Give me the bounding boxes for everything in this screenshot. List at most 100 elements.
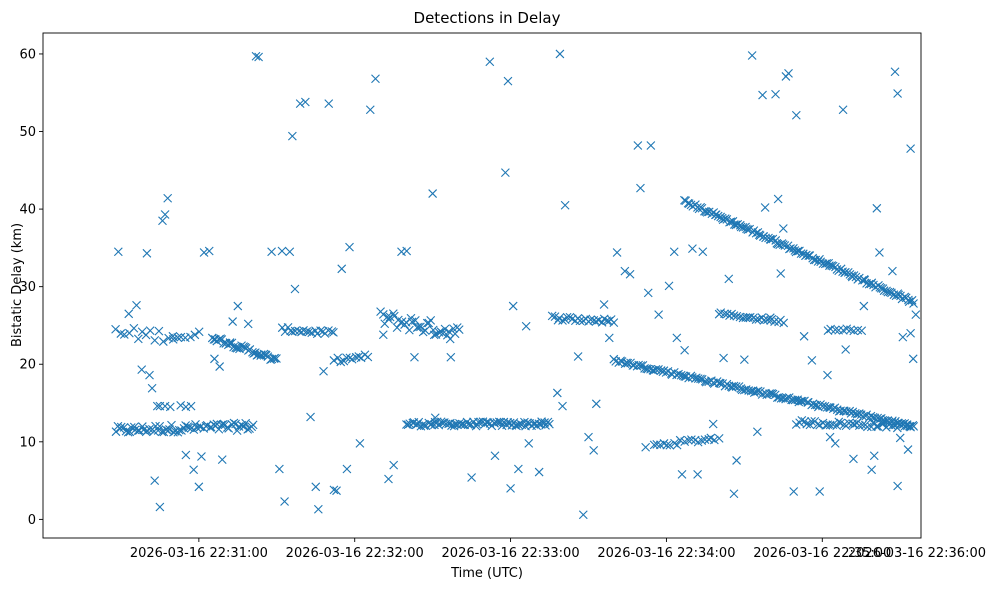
detection-marker <box>672 333 682 343</box>
detection-marker <box>189 465 199 475</box>
detection-marker <box>540 418 549 427</box>
detection-marker <box>267 247 276 257</box>
detection-marker <box>167 420 176 430</box>
detection-marker <box>575 316 585 326</box>
x-tick-label: 2026-03-16 22:35:00 <box>753 546 891 561</box>
detection-marker <box>589 445 599 455</box>
detection-marker <box>123 427 133 437</box>
detection-marker <box>184 423 194 433</box>
detection-marker <box>669 247 679 257</box>
detection-marker <box>813 419 823 429</box>
detection-marker <box>776 269 786 278</box>
detection-marker <box>410 352 419 362</box>
detection-marker <box>578 510 588 520</box>
detection-marker <box>463 420 473 429</box>
detection-marker <box>492 418 502 427</box>
detection-marker <box>163 193 173 203</box>
detection-marker <box>659 439 669 448</box>
detection-marker <box>521 321 531 331</box>
detection-marker <box>888 266 897 276</box>
detection-marker <box>604 316 614 326</box>
x-tick-label: 2026-03-16 22:32:00 <box>286 546 424 561</box>
detection-marker <box>165 425 174 434</box>
detection-marker <box>755 231 765 241</box>
detection-marker <box>113 247 123 257</box>
detection-marker <box>384 474 393 484</box>
detection-marker <box>324 99 334 108</box>
detection-marker <box>365 105 375 115</box>
detection-marker <box>811 255 821 265</box>
detection-marker <box>332 486 341 496</box>
detection-marker <box>383 312 392 322</box>
x-tick-label: 2026-03-16 22:31:00 <box>130 546 268 561</box>
detection-marker <box>241 418 251 428</box>
detection-marker <box>329 356 339 365</box>
detection-marker <box>152 401 162 411</box>
detection-marker <box>849 420 859 429</box>
detection-marker <box>272 354 281 363</box>
detection-marker <box>872 203 882 213</box>
detection-marker <box>664 281 674 291</box>
detection-marker <box>197 452 206 461</box>
detection-marker <box>893 89 903 98</box>
detection-marker <box>438 329 448 338</box>
detection-marker <box>725 217 734 227</box>
detection-marker <box>780 241 790 250</box>
detection-marker <box>759 316 769 325</box>
y-tick-label: 30 <box>19 280 36 295</box>
detection-marker <box>490 451 500 461</box>
detection-marker <box>429 330 439 340</box>
detection-marker <box>732 456 741 465</box>
detection-marker <box>830 325 840 335</box>
detection-marker <box>277 246 287 256</box>
detection-marker <box>862 422 872 432</box>
detection-marker <box>807 355 817 365</box>
detection-marker <box>747 51 757 60</box>
detection-marker <box>744 386 754 395</box>
detection-marker <box>867 465 877 475</box>
detection-marker <box>686 435 696 445</box>
detection-marker <box>633 141 643 150</box>
detection-marker <box>444 327 454 336</box>
detection-marker <box>888 416 897 426</box>
detection-marker <box>158 216 167 226</box>
detection-marker <box>414 417 424 427</box>
detection-marker <box>534 467 544 477</box>
detection-marker <box>765 313 775 323</box>
detection-marker <box>168 335 178 344</box>
detection-marker <box>199 248 209 257</box>
detection-marker <box>591 399 601 409</box>
detection-marker <box>440 324 450 334</box>
detection-marker <box>890 67 900 77</box>
detection-marker <box>337 264 347 274</box>
detection-marker <box>116 329 126 338</box>
detection-marker <box>786 244 795 253</box>
detection-marker <box>714 433 724 443</box>
detection-marker <box>880 416 889 425</box>
x-axis-ticks: 2026-03-16 22:31:00 2026-03-16 22:32:00 20… <box>130 538 986 561</box>
detection-marker <box>558 316 567 325</box>
detection-marker <box>165 402 175 412</box>
detection-marker <box>342 464 352 474</box>
plot-area <box>43 33 921 538</box>
detection-marker <box>389 460 399 470</box>
detection-marker <box>212 336 222 346</box>
detection-marker <box>636 183 645 193</box>
detection-marker <box>251 51 261 61</box>
detection-marker <box>384 314 394 324</box>
detection-marker <box>883 287 893 297</box>
detection-marker <box>155 421 165 431</box>
detection-marker <box>906 328 915 338</box>
detection-marker <box>404 325 414 335</box>
detection-marker <box>287 131 297 141</box>
detection-marker <box>779 318 789 328</box>
detection-marker <box>700 435 710 444</box>
detection-marker <box>215 362 225 371</box>
detection-marker <box>654 364 663 374</box>
detection-marker <box>306 412 315 422</box>
detection-marker <box>620 266 630 276</box>
detection-marker <box>145 424 154 434</box>
detection-marker <box>410 315 420 325</box>
detection-marker <box>204 246 214 256</box>
